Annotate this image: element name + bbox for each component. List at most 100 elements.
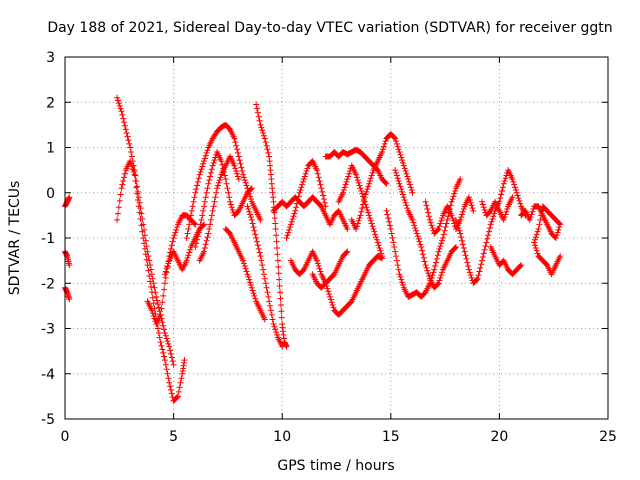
data-point bbox=[467, 272, 474, 279]
data-point bbox=[209, 162, 216, 169]
data-point bbox=[315, 174, 322, 181]
data-point bbox=[518, 262, 525, 269]
data-point bbox=[153, 293, 160, 300]
data-point bbox=[260, 132, 267, 139]
data-point bbox=[183, 257, 190, 264]
data-point bbox=[422, 262, 429, 269]
data-point bbox=[379, 253, 386, 260]
data-point bbox=[452, 187, 459, 194]
data-point bbox=[277, 289, 284, 296]
data-point bbox=[393, 253, 400, 260]
data-point bbox=[286, 226, 293, 233]
data-point bbox=[270, 320, 277, 327]
data-point bbox=[468, 274, 475, 281]
data-point bbox=[168, 354, 175, 361]
data-point bbox=[340, 189, 347, 196]
data-point bbox=[167, 350, 174, 357]
data-point bbox=[474, 275, 481, 282]
data-point bbox=[254, 242, 261, 249]
data-point bbox=[148, 266, 155, 273]
data-point bbox=[175, 388, 182, 395]
data-point bbox=[125, 137, 132, 144]
data-point bbox=[114, 94, 121, 101]
data-point bbox=[426, 273, 433, 280]
data-point bbox=[258, 257, 265, 264]
data-point bbox=[459, 208, 466, 215]
data-point bbox=[369, 169, 376, 176]
data-point bbox=[403, 170, 410, 177]
data-point bbox=[302, 170, 309, 177]
data-point bbox=[458, 214, 465, 221]
data-point bbox=[382, 138, 389, 145]
data-point bbox=[191, 194, 198, 201]
data-point bbox=[387, 225, 394, 232]
data-point bbox=[439, 237, 446, 244]
x-tick-label: 25 bbox=[599, 429, 617, 445]
data-point bbox=[289, 215, 296, 222]
data-point bbox=[201, 155, 208, 162]
data-point bbox=[462, 252, 469, 259]
data-point bbox=[227, 198, 234, 205]
data-point bbox=[285, 229, 292, 236]
data-point bbox=[397, 273, 404, 280]
data-point bbox=[254, 109, 261, 116]
data-point bbox=[540, 204, 547, 211]
data-point bbox=[193, 186, 200, 193]
data-point bbox=[121, 174, 128, 181]
data-point bbox=[393, 169, 400, 176]
data-point bbox=[417, 241, 424, 248]
data-point bbox=[265, 293, 272, 300]
data-point bbox=[168, 242, 175, 249]
data-point bbox=[468, 202, 475, 209]
series-seg-s bbox=[335, 162, 386, 260]
series-seg-aa bbox=[518, 203, 564, 278]
data-point bbox=[445, 213, 452, 220]
data-point bbox=[194, 178, 201, 185]
data-point bbox=[272, 225, 279, 232]
data-point bbox=[141, 245, 148, 252]
data-point bbox=[415, 235, 422, 242]
data-point bbox=[271, 215, 278, 222]
data-point bbox=[517, 263, 524, 270]
data-point bbox=[300, 178, 307, 185]
data-point bbox=[373, 234, 380, 241]
data-point bbox=[381, 140, 388, 147]
data-point bbox=[437, 274, 444, 281]
data-point bbox=[453, 219, 460, 226]
data-point bbox=[377, 247, 384, 254]
data-point bbox=[187, 246, 194, 253]
data-point bbox=[383, 207, 390, 214]
data-point bbox=[278, 308, 285, 315]
data-point bbox=[258, 124, 265, 131]
data-point bbox=[202, 152, 209, 159]
data-point bbox=[439, 215, 446, 222]
data-point bbox=[167, 245, 174, 252]
data-point bbox=[66, 194, 73, 201]
data-point bbox=[452, 244, 459, 251]
data-point bbox=[392, 135, 399, 142]
data-point bbox=[389, 235, 396, 241]
data-point bbox=[287, 221, 294, 228]
data-point bbox=[356, 182, 363, 189]
data-point bbox=[399, 157, 406, 164]
data-point bbox=[235, 176, 242, 183]
data-point bbox=[437, 243, 444, 250]
data-point bbox=[273, 331, 280, 338]
data-point bbox=[207, 169, 214, 176]
data-point bbox=[410, 219, 417, 226]
data-point bbox=[199, 212, 206, 219]
data-point bbox=[355, 179, 362, 186]
data-point bbox=[127, 144, 134, 151]
data-point bbox=[429, 272, 436, 279]
data-point bbox=[267, 307, 274, 314]
data-point bbox=[121, 119, 128, 126]
series-seg-n bbox=[270, 194, 351, 232]
data-point bbox=[246, 276, 253, 283]
data-point bbox=[460, 244, 467, 251]
data-point bbox=[199, 163, 206, 170]
data-point bbox=[186, 249, 193, 256]
data-point bbox=[283, 235, 290, 241]
data-point bbox=[480, 250, 487, 257]
y-tick-label: -3 bbox=[41, 322, 55, 338]
data-point bbox=[557, 253, 564, 260]
